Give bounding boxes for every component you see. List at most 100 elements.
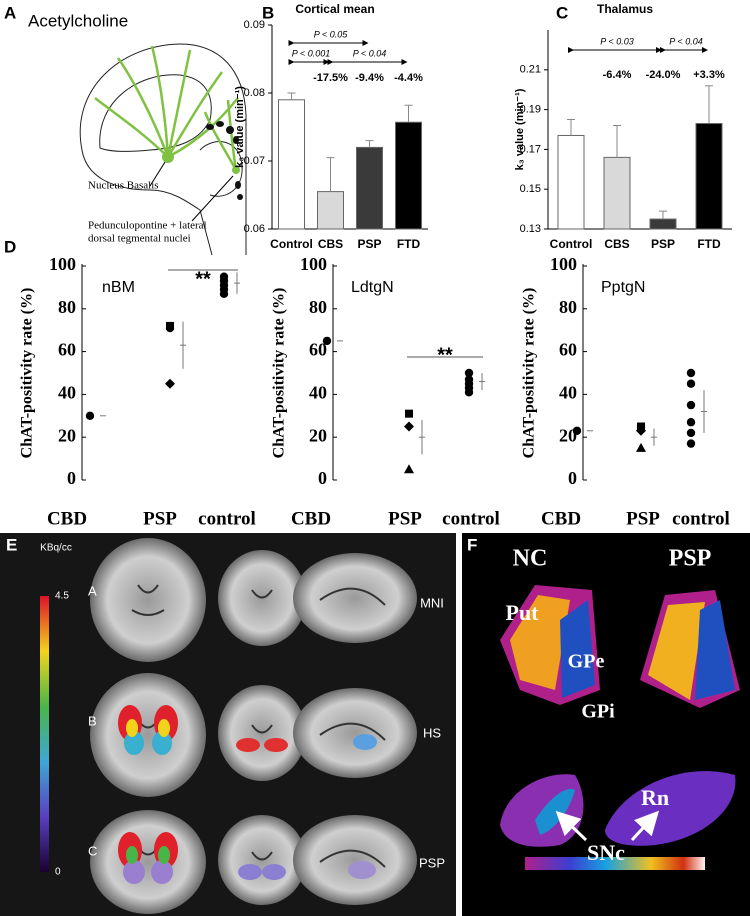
chart-title: Thalamus <box>597 2 653 16</box>
y-tick-label: 0.06 <box>244 223 265 235</box>
comparison-label: P < 0.04 <box>353 48 386 58</box>
y-tick-label: 40 <box>559 383 577 403</box>
region-label: SNc <box>587 840 625 865</box>
x-tick-label: FTD <box>697 237 721 251</box>
bar <box>356 146 383 230</box>
y-tick-label: 80 <box>559 297 577 317</box>
y-tick-label: 0.13 <box>520 223 541 235</box>
comparison-label: P < 0.05 <box>314 29 348 39</box>
error-bar <box>365 140 374 148</box>
y-tick-label: 60 <box>559 340 577 360</box>
column-label: PSP <box>669 546 712 572</box>
significance-label: ** <box>195 268 211 290</box>
row-letter: A <box>88 583 97 598</box>
x-tick-label: CBD <box>541 508 581 529</box>
colorbar-unit: KBq/cc <box>40 543 72 554</box>
y-tick-label: 0.19 <box>520 104 541 116</box>
error-bar <box>613 125 621 158</box>
nuclei-dots <box>206 121 243 200</box>
brain-outline <box>79 43 247 256</box>
y-tick-label: 20 <box>559 425 577 445</box>
x-tick-label: PSP <box>651 237 675 251</box>
node-label: dorsal tegmental nuclei <box>88 233 191 245</box>
y-tick-label: 40 <box>309 383 327 403</box>
percent-change: -6.4% <box>603 69 632 81</box>
y-tick-label: 100 <box>550 254 577 274</box>
data-point <box>636 442 646 452</box>
y-tick-label: 0.08 <box>244 87 265 99</box>
corpus-callosum <box>99 74 212 152</box>
error-bar <box>326 157 335 192</box>
y-tick-label: 60 <box>309 340 327 360</box>
data-point <box>404 464 414 474</box>
tissue-psp-put <box>648 602 705 700</box>
error-bar <box>287 92 296 100</box>
bar <box>695 123 723 230</box>
x-tick-label: control <box>198 508 256 529</box>
y-tick-label: 60 <box>58 340 76 360</box>
chart-title: LdtgN <box>351 279 394 296</box>
x-tick-label: CBS <box>604 237 629 251</box>
percent-change: +3.3% <box>693 69 725 81</box>
percent-change: -9.4% <box>355 72 384 84</box>
data-point <box>636 425 646 436</box>
brain-images <box>90 538 417 914</box>
row-letter: B <box>88 713 97 728</box>
row-label: MNI <box>420 595 444 610</box>
bar <box>278 99 305 230</box>
row-label: HS <box>423 725 441 740</box>
column-label: NC <box>513 546 548 572</box>
x-tick-label: PSP <box>388 508 422 529</box>
panel-letter: B <box>262 3 274 22</box>
data-point <box>572 426 582 435</box>
tissue-nc-gp <box>560 600 595 698</box>
y-tick-label: 40 <box>58 383 76 403</box>
data-point <box>686 418 696 427</box>
data-point <box>404 421 414 432</box>
colorbar-tick-label: 4.5 <box>55 591 69 602</box>
error-bar <box>404 104 413 123</box>
row-letter: C <box>88 843 97 858</box>
data-point <box>464 388 474 397</box>
row-label: PSP <box>419 855 445 870</box>
node-label: Nucleus Basalis <box>88 180 159 192</box>
data-point <box>686 368 696 378</box>
bar <box>395 121 422 230</box>
bar <box>317 191 344 230</box>
bar <box>557 134 585 230</box>
panel-letter: D <box>4 237 16 256</box>
region-label: GPe <box>568 651 605 673</box>
y-axis-label: ChAT-positivity rate (%) <box>271 288 288 459</box>
y-tick-label: 80 <box>309 297 327 317</box>
diagram-title: Acetylcholine <box>28 11 128 30</box>
data-point <box>85 411 95 420</box>
y-tick-label: 80 <box>58 297 76 317</box>
data-point <box>322 336 332 346</box>
panel-letter: C <box>556 3 568 22</box>
data-point <box>464 368 474 378</box>
y-axis-label: ChAT-positivity rate (%) <box>19 288 36 459</box>
data-point <box>165 378 175 389</box>
y-tick-label: 0.15 <box>520 183 541 195</box>
colorbar-tick-label: 0 <box>55 867 61 878</box>
bar <box>649 218 677 230</box>
panel-letter: E <box>6 535 17 554</box>
y-tick-label: 0.21 <box>520 64 541 76</box>
chart-title: Cortical mean <box>295 2 374 16</box>
x-tick-label: CBD <box>47 508 87 529</box>
y-axis-label: ChAT-positivity rate (%) <box>521 288 538 459</box>
ppn <box>232 166 240 174</box>
panel-letter: A <box>4 3 16 22</box>
connector <box>191 175 234 222</box>
projections <box>94 45 239 171</box>
data-point <box>686 379 696 388</box>
chart-title: nBM <box>102 279 135 296</box>
y-tick-label: 0.07 <box>244 155 265 167</box>
data-point <box>686 428 696 438</box>
data-point <box>686 439 696 448</box>
comparison-label: P < 0.04 <box>669 36 702 46</box>
error-bar <box>705 85 713 124</box>
x-tick-label: Control <box>270 237 313 251</box>
tissue-psp-gp <box>695 600 735 700</box>
panel-e: E <box>0 533 456 916</box>
